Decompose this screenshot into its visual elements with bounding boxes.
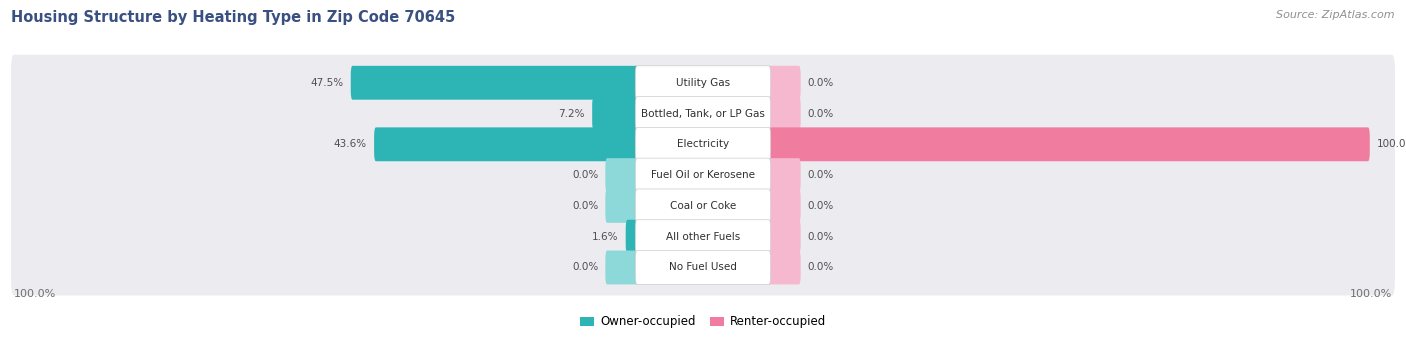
FancyBboxPatch shape (768, 251, 800, 284)
Text: 100.0%: 100.0% (1350, 289, 1392, 299)
Text: Source: ZipAtlas.com: Source: ZipAtlas.com (1277, 10, 1395, 20)
Text: 0.0%: 0.0% (808, 170, 834, 180)
Text: 100.0%: 100.0% (14, 289, 56, 299)
FancyBboxPatch shape (768, 128, 1369, 161)
FancyBboxPatch shape (11, 147, 1395, 203)
FancyBboxPatch shape (768, 220, 800, 254)
Text: 7.2%: 7.2% (558, 108, 585, 119)
FancyBboxPatch shape (11, 55, 1395, 111)
Text: 0.0%: 0.0% (572, 262, 598, 272)
Text: 47.5%: 47.5% (311, 78, 343, 88)
Text: No Fuel Used: No Fuel Used (669, 262, 737, 272)
Text: Fuel Oil or Kerosene: Fuel Oil or Kerosene (651, 170, 755, 180)
FancyBboxPatch shape (592, 97, 638, 131)
FancyBboxPatch shape (768, 158, 800, 192)
Text: 0.0%: 0.0% (808, 201, 834, 211)
FancyBboxPatch shape (636, 220, 770, 254)
FancyBboxPatch shape (636, 128, 770, 161)
Text: 0.0%: 0.0% (808, 78, 834, 88)
FancyBboxPatch shape (636, 158, 770, 192)
Text: Coal or Coke: Coal or Coke (669, 201, 737, 211)
Legend: Owner-occupied, Renter-occupied: Owner-occupied, Renter-occupied (575, 311, 831, 333)
FancyBboxPatch shape (606, 189, 638, 223)
Text: All other Fuels: All other Fuels (666, 232, 740, 242)
Text: 100.0%: 100.0% (1376, 139, 1406, 149)
Text: 1.6%: 1.6% (592, 232, 619, 242)
FancyBboxPatch shape (11, 209, 1395, 265)
Text: 43.6%: 43.6% (333, 139, 367, 149)
Text: Housing Structure by Heating Type in Zip Code 70645: Housing Structure by Heating Type in Zip… (11, 10, 456, 25)
FancyBboxPatch shape (636, 97, 770, 131)
FancyBboxPatch shape (636, 189, 770, 223)
FancyBboxPatch shape (768, 97, 800, 131)
Text: Utility Gas: Utility Gas (676, 78, 730, 88)
FancyBboxPatch shape (350, 66, 638, 100)
FancyBboxPatch shape (11, 86, 1395, 141)
Text: 0.0%: 0.0% (808, 262, 834, 272)
FancyBboxPatch shape (11, 239, 1395, 295)
Text: 0.0%: 0.0% (808, 108, 834, 119)
Text: Bottled, Tank, or LP Gas: Bottled, Tank, or LP Gas (641, 108, 765, 119)
Text: Electricity: Electricity (676, 139, 730, 149)
FancyBboxPatch shape (636, 251, 770, 284)
FancyBboxPatch shape (636, 66, 770, 100)
FancyBboxPatch shape (374, 128, 638, 161)
FancyBboxPatch shape (768, 66, 800, 100)
Text: 0.0%: 0.0% (572, 170, 598, 180)
FancyBboxPatch shape (606, 158, 638, 192)
Text: 0.0%: 0.0% (572, 201, 598, 211)
FancyBboxPatch shape (606, 251, 638, 284)
FancyBboxPatch shape (626, 220, 638, 254)
Text: 0.0%: 0.0% (808, 232, 834, 242)
FancyBboxPatch shape (768, 189, 800, 223)
FancyBboxPatch shape (11, 178, 1395, 234)
FancyBboxPatch shape (11, 116, 1395, 172)
